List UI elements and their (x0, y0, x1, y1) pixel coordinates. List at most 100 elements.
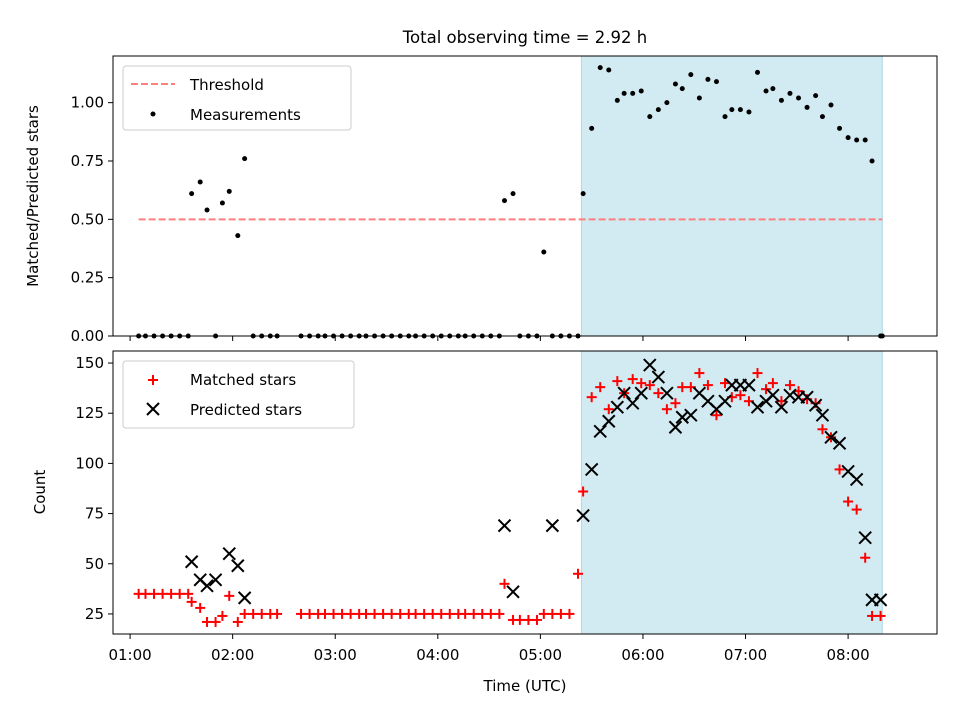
predicted-stars-point (815, 408, 830, 422)
matched-stars-point (210, 616, 221, 627)
top-panel-y-label: Matched/Predicted stars (24, 105, 42, 287)
measurement-point (869, 158, 875, 164)
measurement-point (688, 72, 694, 78)
matched-stars-point (361, 608, 372, 619)
measurement-point (580, 191, 586, 197)
matched-stars-point (345, 608, 356, 619)
matched-stars-point (547, 608, 558, 619)
predicted-stars-point (497, 518, 512, 533)
predicted-stars-point (750, 400, 765, 414)
measurement-point (813, 93, 819, 99)
measurement-point (713, 79, 719, 85)
measurement-point (630, 90, 636, 96)
matched-stars-point (319, 608, 330, 619)
bottom-legend-frame (122, 360, 355, 429)
matched-stars-point (369, 608, 380, 619)
matched-stars-point (670, 398, 681, 409)
legend-matched-marker (148, 375, 158, 385)
matched-stars-point (436, 608, 447, 619)
matched-stars-point (217, 610, 228, 621)
matched-stars-point (784, 380, 795, 391)
matched-stars-point (460, 608, 471, 619)
bottom-panel-y-label: Count (31, 470, 49, 515)
bottom-panel: 25 50 75 100 125 150 01:00 02:00 03:00 04:00 05:0… (31, 350, 938, 695)
predicted-stars-point (774, 400, 789, 414)
measurement-point (763, 88, 769, 94)
y-tick-label: 100 (75, 454, 104, 472)
y-tick-label: 1.00 (71, 94, 104, 112)
measurement-point (754, 69, 760, 75)
matched-stars-point (767, 378, 778, 389)
predicted-stars-point (808, 398, 823, 412)
matched-stars-point (752, 368, 763, 379)
predicted-stars-point (643, 358, 657, 372)
matched-stars-point (531, 614, 542, 625)
measurement-point (589, 125, 595, 131)
matched-stars-point (296, 608, 307, 619)
matched-stars-point (427, 608, 438, 619)
measurement-point (597, 65, 603, 71)
measurement-point (501, 198, 507, 204)
matched-stars-point (232, 616, 243, 627)
matched-stars-point (603, 404, 614, 415)
matched-stars-point (694, 368, 705, 379)
predicted-stars-point (610, 400, 625, 414)
matched-stars-point (272, 608, 283, 619)
y-tick-label: 0.00 (71, 327, 104, 345)
measurement-point (828, 102, 834, 108)
top-panel-shaded-region (580, 55, 883, 337)
predicted-stars-point (222, 547, 236, 561)
matched-stars-point (834, 464, 845, 475)
matched-stars-point (761, 384, 772, 395)
matched-stars-point (538, 608, 549, 619)
y-tick-label: 25 (85, 605, 104, 623)
matched-stars-point (410, 608, 421, 619)
measurement-point (696, 95, 702, 101)
predicted-stars-point (208, 573, 223, 587)
predicted-stars-point (602, 414, 616, 428)
legend-measurements-label: Measurements (190, 106, 301, 124)
predicted-stars-point (660, 386, 674, 400)
matched-stars-point (166, 588, 177, 599)
measurement-point (226, 188, 232, 194)
matched-stars-point (328, 608, 339, 619)
top-legend-frame (122, 65, 352, 131)
matched-stars-point (735, 390, 746, 401)
top-panel: 0.00 0.25 0.50 0.75 1.00 Matched/Predicted s… (24, 55, 938, 345)
y-tick-label: 0.75 (71, 152, 104, 170)
matched-stars-point (644, 380, 655, 391)
matched-stars-point (711, 410, 722, 421)
top-panel-frame (112, 55, 938, 337)
observing-window-shade (580, 55, 883, 337)
matched-stars-point (627, 374, 638, 385)
chart-title: Total observing time = 2.92 h (402, 28, 647, 47)
matched-stars-point (843, 496, 854, 507)
matched-stars-point (514, 614, 525, 625)
matched-stars-point (419, 608, 430, 619)
predicted-stars-point (668, 420, 683, 434)
x-tick-label: 06:00 (621, 646, 664, 664)
x-tick-label: 03:00 (314, 646, 357, 664)
x-tick-label: 01:00 (108, 646, 151, 664)
matched-stars-point (499, 578, 510, 589)
matched-stars-point (224, 590, 235, 601)
measurement-point (672, 81, 678, 87)
legend-matched-swatch (148, 375, 158, 385)
legend-predicted-marker (146, 402, 160, 416)
matched-stars-point (485, 608, 496, 619)
x-tick-label: 08:00 (826, 646, 869, 664)
matched-stars-point (248, 608, 259, 619)
star-count-points (133, 358, 888, 627)
measurement-point (837, 125, 843, 131)
matched-stars-point (149, 588, 160, 599)
predicted-stars-point (625, 396, 640, 410)
x-tick-label: 02:00 (211, 646, 254, 664)
measurement-point (862, 137, 868, 143)
matched-stars-point (586, 392, 597, 403)
matched-stars-point (386, 608, 397, 619)
legend-predicted-label: Predicted stars (190, 401, 302, 419)
matched-stars-point (186, 596, 197, 607)
matched-stars-point (653, 388, 664, 399)
measurement-point (242, 156, 248, 162)
y-tick-label: 50 (85, 555, 104, 573)
